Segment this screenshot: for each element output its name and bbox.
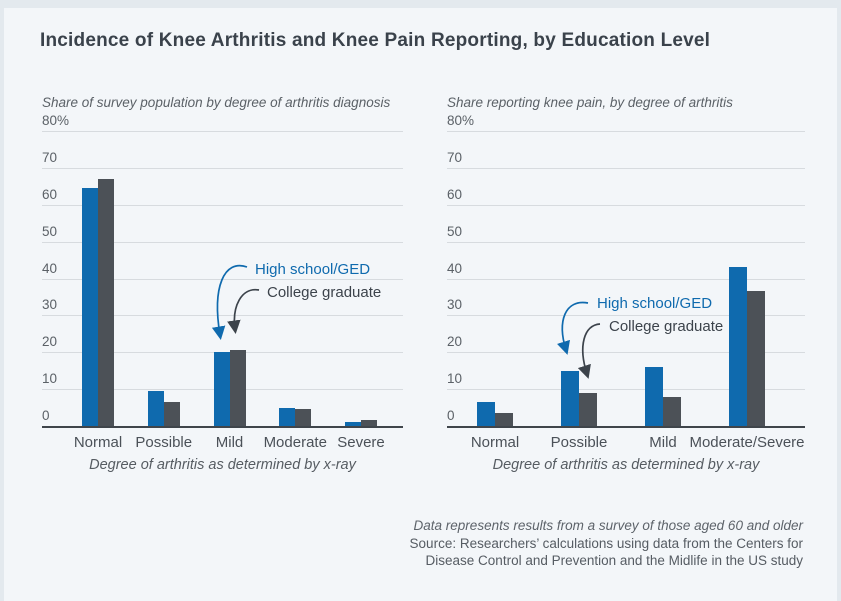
bar-college-graduate (295, 409, 312, 426)
y-tick-label: 40 (42, 260, 58, 276)
category-label: Mild (215, 434, 244, 451)
gridline (42, 131, 403, 132)
y-tick-label: 0 (42, 408, 50, 423)
y-tick-label: 0 (447, 408, 455, 423)
bar-college-graduate (163, 402, 180, 426)
footer-source-line1: Source: Researchers’ calculations using … (409, 535, 803, 551)
bar-high-school-ged (345, 422, 361, 426)
y-tick-label: 60 (447, 186, 463, 202)
y-tick-label: 50 (42, 223, 58, 239)
bar-group: Moderate (264, 407, 327, 451)
x-axis-caption: Degree of arthritis as determined by x-r… (492, 457, 760, 473)
page-title: Incidence of Knee Arthritis and Knee Pai… (40, 30, 711, 51)
gridline (447, 131, 805, 132)
gridline (447, 389, 805, 391)
bar-group: Possible (551, 370, 607, 451)
category-label: Possible (550, 434, 608, 451)
bar-high-school-ged (147, 390, 164, 426)
y-tick-label: 40 (447, 260, 463, 276)
y-tick-label: 80% (447, 113, 475, 128)
gridline (447, 204, 805, 206)
gridline (42, 167, 403, 169)
bar-college-graduate (579, 392, 597, 426)
bar-high-school-ged (477, 402, 495, 426)
x-axis-caption: Degree of arthritis as determined by x-r… (89, 457, 356, 473)
x-axis-line (447, 426, 805, 428)
panel-arthritis-incidence: Share of survey population by degree of … (42, 95, 403, 525)
annotation-high-school-label: High school/GED (595, 295, 715, 312)
chart-card: Incidence of Knee Arthritis and Knee Pai… (4, 8, 837, 601)
bar-group: Mild (213, 350, 246, 451)
bar-college-graduate (229, 350, 246, 426)
y-tick-label: 80% (42, 113, 70, 128)
bar-high-school-ged (82, 188, 98, 426)
annotation-college-label: College graduate (265, 284, 384, 301)
plot-area: 80% 70 60 50 40 30 20 10 0 Normal Possible Mild Mode… (42, 113, 403, 451)
y-tick-label: 10 (42, 371, 58, 387)
bar-college-graduate (361, 420, 377, 426)
category-label: Moderate (263, 434, 327, 451)
bar-groups: Normal Possible Mild Moderate Severe (42, 131, 403, 451)
y-tick-label: 70 (447, 149, 463, 165)
y-tick-label: 20 (447, 334, 463, 350)
annotation-high-school-label: High school/GED (253, 261, 373, 278)
x-axis-line (42, 426, 403, 428)
category-label: Normal (470, 434, 520, 451)
panel-subtitle: Share reporting knee pain, by degree of … (447, 95, 733, 110)
bar-groups: Normal Possible Mild Moderate/Severe (447, 131, 805, 451)
category-label: Possible (135, 434, 193, 451)
y-tick-label: 20 (42, 334, 58, 350)
gridline (447, 167, 805, 169)
gridline (42, 204, 403, 206)
bar-group: Mild (645, 367, 681, 451)
footer-source-line2: Disease Control and Prevention and the M… (425, 553, 803, 568)
footer: Data represents results from a survey of… (410, 517, 803, 570)
bar-group: Normal (471, 402, 519, 451)
plot-area: 80% 70 60 50 40 30 20 10 0 Normal Possible Mild Mode… (447, 113, 805, 451)
bar-group: Moderate/Severe (689, 267, 805, 451)
category-label: Normal (73, 434, 123, 451)
bar-high-school-ged (279, 407, 296, 426)
bar-group: Severe (337, 420, 385, 451)
bar-college-graduate (495, 413, 513, 426)
category-label: Severe (337, 434, 385, 451)
gridline (447, 315, 805, 317)
category-label: Mild (649, 434, 677, 451)
gridline (42, 241, 403, 243)
bar-group: Possible (135, 390, 192, 451)
bar-group: Normal (74, 178, 122, 451)
bar-college-graduate (747, 291, 765, 426)
y-tick-label: 70 (42, 149, 58, 165)
footer-note: Data represents results from a survey of… (413, 518, 803, 533)
bar-high-school-ged (561, 370, 579, 426)
y-tick-label: 50 (447, 223, 463, 239)
bar-college-graduate (663, 396, 681, 426)
bar-high-school-ged (645, 367, 663, 426)
y-tick-label: 60 (42, 186, 58, 202)
bar-college-graduate (98, 178, 114, 426)
y-tick-label: 30 (42, 297, 58, 313)
gridline (447, 352, 805, 354)
panel-knee-pain: Share reporting knee pain, by degree of … (447, 95, 805, 525)
y-tick-label: 30 (447, 297, 463, 313)
bar-high-school-ged (213, 352, 230, 426)
bar-high-school-ged (729, 267, 747, 426)
gridline (447, 278, 805, 280)
y-tick-label: 10 (447, 371, 463, 387)
gridline (447, 241, 805, 243)
category-label: Moderate/Severe (689, 434, 805, 451)
panel-subtitle: Share of survey population by degree of … (42, 95, 391, 110)
annotation-college-label: College graduate (607, 318, 726, 335)
